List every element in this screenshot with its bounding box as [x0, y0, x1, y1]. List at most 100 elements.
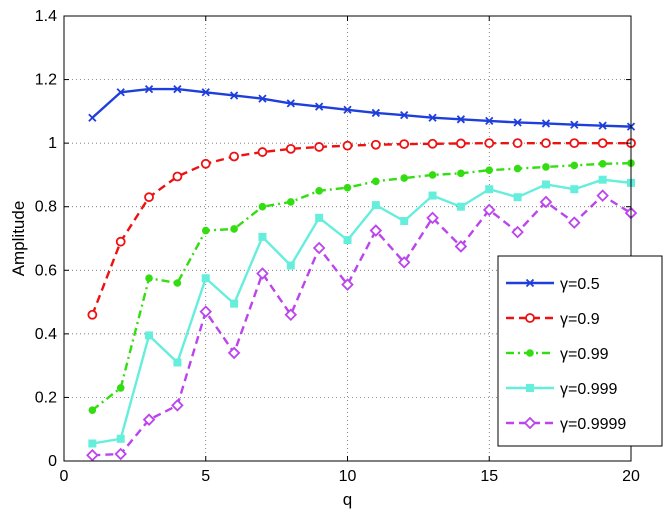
data-point [598, 160, 607, 168]
data-point [427, 138, 438, 149]
data-point [399, 139, 410, 149]
legend-label: γ=0.9999 [560, 416, 626, 433]
data-point [88, 439, 97, 448]
data-point [570, 161, 579, 170]
data-point [256, 267, 269, 280]
series-line [92, 194, 632, 457]
data-point [371, 201, 380, 210]
data-point [86, 449, 99, 462]
legend-entry: γ=0.9999 [506, 416, 626, 433]
data-point [428, 191, 437, 200]
data-point [569, 138, 580, 149]
data-point [87, 309, 98, 320]
data-point [230, 299, 239, 308]
data-point [428, 171, 437, 179]
data-point [229, 91, 239, 100]
data-point [541, 119, 551, 128]
data-point [539, 195, 553, 209]
data-point [229, 151, 240, 162]
data-point [88, 406, 97, 414]
data-point [341, 278, 354, 291]
legend-box [497, 255, 663, 447]
series-2 [87, 138, 636, 320]
data-point [312, 241, 326, 255]
data-point [426, 211, 439, 225]
series-line [91, 87, 632, 128]
x-tick-label: 10 [339, 468, 357, 485]
series-layer [86, 84, 638, 462]
legend-entry: γ=0.9 [506, 311, 600, 328]
data-point [286, 261, 295, 270]
y-axis-ticks: 0 0.2 0.4 0.6 0.8 1 1.2 1.4 [35, 8, 631, 470]
data-point [456, 202, 465, 211]
data-point [227, 346, 241, 360]
data-point [286, 99, 295, 108]
y-axis-label: Amplitude [9, 201, 28, 277]
data-point [343, 236, 352, 245]
legend-marker [525, 278, 535, 288]
data-point [285, 143, 296, 154]
data-point [199, 305, 213, 318]
data-point [512, 138, 523, 149]
data-point [371, 108, 380, 118]
data-point [144, 84, 154, 94]
series-1 [88, 84, 636, 131]
series-line [92, 178, 632, 445]
data-point [370, 139, 381, 150]
x-tick-label: 0 [60, 468, 69, 485]
data-point [258, 202, 267, 211]
data-point [201, 88, 210, 97]
data-point [598, 175, 607, 184]
x-axis-label: q [343, 490, 352, 509]
y-tick-label: 0.8 [35, 199, 57, 216]
data-point [172, 171, 183, 182]
data-point [541, 180, 550, 189]
data-point [257, 147, 268, 157]
data-point [144, 192, 154, 203]
data-point [400, 217, 409, 226]
data-point [116, 384, 125, 392]
data-point [173, 84, 182, 94]
y-tick-label: 0.4 [35, 326, 57, 343]
data-point [597, 138, 608, 149]
data-point [541, 138, 551, 149]
series-3 [88, 159, 635, 414]
y-tick-label: 1 [48, 135, 57, 152]
data-point [173, 279, 182, 287]
legend-entry: γ=0.99 [506, 346, 609, 363]
data-point [201, 226, 210, 235]
y-tick-label: 1.2 [35, 72, 57, 89]
y-tick-label: 0.6 [35, 262, 57, 279]
data-point [542, 163, 550, 171]
data-point [570, 120, 579, 129]
data-point [570, 185, 579, 194]
data-point [315, 102, 324, 111]
data-point [485, 116, 494, 126]
data-point [511, 225, 524, 239]
x-axis-ticks: 0 5 10 15 20 [60, 16, 640, 485]
legend-entry: γ=0.5 [506, 276, 600, 293]
y-tick-label: 0.2 [35, 389, 57, 406]
data-point [513, 164, 522, 173]
legend-label: γ=0.99 [560, 346, 609, 363]
legend-label: γ=0.999 [560, 381, 617, 398]
data-point [343, 105, 352, 114]
data-point [258, 94, 267, 103]
data-point [397, 256, 411, 269]
data-point [201, 274, 210, 283]
legend-marker [526, 349, 534, 357]
data-point [284, 308, 298, 322]
data-point [598, 121, 607, 130]
x-tick-label: 15 [480, 468, 498, 485]
data-point [115, 236, 126, 247]
data-point [116, 88, 125, 97]
data-point [428, 113, 437, 122]
data-point [400, 174, 409, 182]
data-point [230, 225, 238, 233]
data-point [342, 140, 353, 151]
data-point [116, 434, 125, 443]
x-tick-label: 5 [201, 468, 210, 485]
data-point [456, 115, 466, 124]
x-tick-label: 20 [622, 468, 640, 485]
